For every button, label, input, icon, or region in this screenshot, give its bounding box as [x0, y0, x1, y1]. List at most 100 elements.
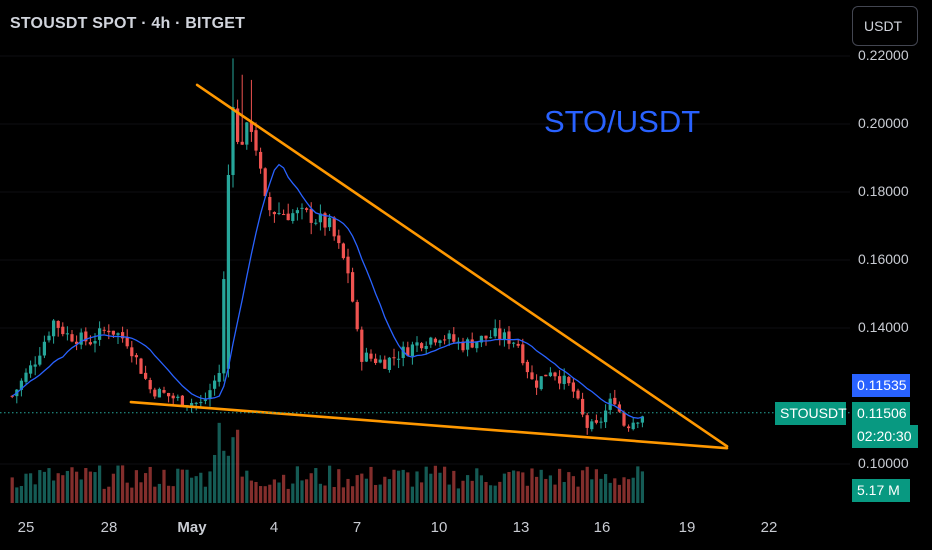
candle-body [162, 390, 166, 393]
candle-body [194, 402, 198, 404]
volume-bar [562, 481, 566, 503]
volume-bar [93, 472, 97, 503]
candle-body [65, 333, 70, 335]
volume-bar [337, 469, 341, 503]
candle-body [226, 175, 231, 369]
volume-bar [254, 481, 258, 503]
volume-bar [84, 468, 88, 503]
candle-body [107, 330, 111, 333]
volume-bar [203, 486, 208, 503]
candle-body [139, 358, 143, 374]
candle-body [544, 374, 548, 377]
candle-body [461, 341, 465, 351]
volume-bar [272, 479, 277, 503]
candle-body [548, 372, 553, 377]
volume-bar [79, 479, 83, 503]
volume-bar [626, 479, 631, 503]
volume-bar [585, 466, 589, 503]
candle-body [295, 210, 300, 214]
candle-body [56, 320, 60, 328]
volume-bar [484, 481, 488, 503]
volume-bar [594, 469, 599, 503]
volume-bar [341, 487, 346, 503]
candle-body [148, 380, 152, 390]
candle-body [364, 352, 369, 362]
candle-body [447, 333, 451, 340]
upper-trendline[interactable] [195, 83, 729, 448]
candle-body [176, 396, 180, 398]
volume-bar [576, 486, 580, 503]
candle-body [567, 377, 571, 384]
volume-bar [599, 478, 603, 503]
volume-bar [314, 468, 318, 503]
candle-body [562, 375, 566, 385]
y-tick-label: 0.22000 [858, 47, 909, 63]
y-tick-label: 0.18000 [858, 183, 909, 199]
volume-bar [28, 473, 33, 503]
candle-body [208, 390, 212, 400]
volume-bar [475, 468, 479, 503]
volume-bar [502, 473, 507, 503]
volume-bar [102, 488, 106, 503]
lower-trendline[interactable] [129, 400, 729, 450]
candle-body [603, 410, 608, 423]
candle-body [452, 334, 456, 342]
volume-bar [516, 471, 520, 503]
volume-bar [249, 480, 254, 503]
volume-bar [171, 486, 175, 503]
chart-annotation[interactable]: STO/USDT [544, 104, 701, 139]
volume-bar [134, 470, 139, 503]
candle-body [143, 372, 148, 379]
volume-bar [226, 455, 231, 503]
candle-body [268, 197, 272, 211]
currency-button[interactable]: USDT [852, 6, 918, 46]
volume-bar [143, 473, 148, 503]
volume-bar [125, 482, 129, 503]
volume-bar [539, 469, 543, 503]
volume-bar [401, 469, 405, 503]
x-tick-label: 19 [678, 519, 696, 536]
volume-bar [24, 473, 28, 503]
candle-body [42, 341, 47, 356]
volume-bar [70, 467, 74, 503]
volume-bar [15, 487, 19, 503]
candle-body [102, 329, 106, 331]
volume-bar [350, 486, 355, 503]
volume-bar [369, 466, 373, 503]
volume-bar [631, 477, 635, 503]
candle-body [350, 272, 355, 302]
y-tick-label: 0.16000 [858, 251, 909, 267]
volume-bar [640, 471, 645, 503]
candle-body [387, 357, 392, 370]
volume-bar [553, 484, 557, 503]
volume-bar [530, 468, 534, 503]
candle-body [511, 342, 516, 344]
candle-body [622, 412, 626, 426]
volume-bar [419, 482, 424, 503]
volume-bar [544, 478, 548, 503]
volume-bar [442, 466, 447, 503]
candle-body [24, 372, 28, 382]
candle-body [502, 332, 507, 340]
volume-bar [180, 469, 185, 503]
volume-bar [557, 468, 562, 503]
chart-title: STOUSDT SPOT · 4h · BITGET [10, 15, 246, 32]
volume-bar [295, 466, 300, 503]
candle-body [410, 344, 415, 357]
candle-body [378, 359, 382, 363]
candle-body [291, 213, 295, 221]
volume-bar [355, 475, 359, 503]
volume-bar [617, 484, 622, 503]
candle-body [309, 209, 313, 223]
volume-bar [61, 475, 65, 503]
candle-body [263, 168, 267, 197]
volume-bar [567, 472, 571, 503]
x-tick-label: 7 [352, 519, 362, 536]
candle-body [415, 342, 419, 346]
volume-bars [10, 422, 645, 503]
volume-bar [406, 472, 410, 503]
volume-bar [258, 486, 263, 503]
candlesticks [10, 58, 645, 435]
candle-body [373, 358, 378, 364]
